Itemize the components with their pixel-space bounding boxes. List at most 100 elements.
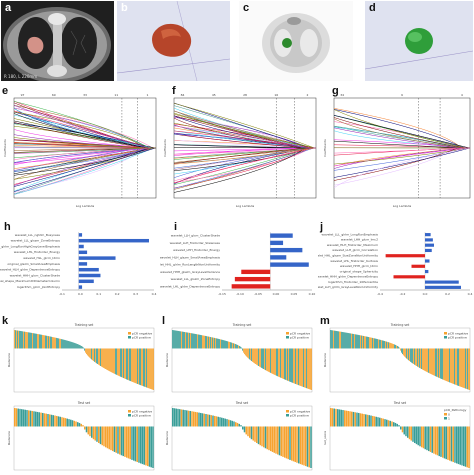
radscore-bar — [22, 331, 23, 349]
radscore-bar — [144, 348, 145, 387]
radscore-bar — [145, 348, 146, 388]
radscore-bar — [249, 426, 251, 438]
radscore-bar — [66, 418, 68, 427]
radscore-bar — [363, 414, 365, 427]
radscore-bar — [68, 419, 70, 427]
radscore-bar — [14, 330, 15, 349]
y-axis-label: Radscore — [7, 431, 11, 445]
radscore-bar — [118, 348, 119, 376]
radscore-bar — [407, 348, 408, 360]
radscore-bar — [87, 348, 88, 356]
coefficient-bar — [270, 233, 293, 238]
feature-label: wavelet_HHH_glszm_GrayLevelVariance — [160, 270, 220, 274]
radscore-bar — [356, 412, 358, 427]
radscore-bar — [342, 331, 343, 349]
radscore-bar — [85, 348, 86, 353]
radscore-bar — [440, 426, 442, 457]
radscore-bar — [205, 414, 207, 427]
radscore-bar — [434, 348, 435, 376]
x-tick-label: 0.2 — [445, 292, 450, 296]
radscore-bar — [189, 410, 191, 427]
radscore-bar — [117, 426, 119, 454]
radscore-bar — [147, 426, 149, 467]
radscore-bar — [260, 348, 261, 368]
radscore-bar — [335, 330, 336, 349]
radscore-bar — [273, 348, 274, 375]
radscore-bar — [366, 414, 369, 427]
radscore-bar — [196, 412, 198, 427]
radscore-bar — [222, 418, 225, 427]
radscore-bar — [236, 422, 239, 427]
x-tick-label: 0.3 — [133, 292, 138, 296]
radscore-bar — [250, 426, 253, 440]
radscore-bar — [437, 348, 438, 378]
radscore-bar — [358, 334, 359, 349]
radscore-bar — [413, 348, 414, 365]
radscore-bar — [443, 348, 444, 380]
radscore-bar — [401, 426, 404, 433]
radscore-bar — [439, 348, 440, 379]
feature-label: wavelet_HLL_glcm_Idmn — [23, 256, 60, 260]
radscore-bar — [119, 348, 120, 377]
x-tick-label: -0.1 — [59, 292, 65, 296]
panel-label-d: d — [369, 2, 376, 14]
radscore-bar — [64, 339, 65, 349]
radscore-bar — [379, 339, 380, 349]
x-axis-label: Log Lambda — [236, 204, 255, 208]
coefficient-bar — [78, 267, 99, 272]
radscore-bar — [405, 348, 406, 358]
radscore-bar — [97, 348, 98, 365]
radscore-bar — [466, 426, 468, 468]
radscore-bar — [276, 348, 277, 376]
radscore-bar — [222, 339, 223, 349]
radscore-bar — [60, 338, 61, 349]
radscore-bar — [79, 344, 80, 349]
radscore-bar — [201, 413, 204, 427]
coefficient-path — [13, 147, 156, 173]
top-axis-count: 1 — [147, 93, 149, 97]
radscore-bar — [120, 426, 123, 456]
radscore-bar — [126, 426, 128, 458]
radscore-bar — [185, 332, 186, 349]
radscore-bar — [357, 334, 358, 349]
legend-swatch — [286, 336, 289, 339]
radscore-bar — [375, 416, 377, 427]
radscore-bar — [236, 344, 237, 349]
radscore-bar — [93, 348, 94, 362]
top-axis-count: 34 — [340, 93, 344, 97]
radscore-bar — [178, 330, 179, 349]
coefficient-path — [333, 125, 470, 149]
radscore-bar — [217, 338, 218, 349]
radscore-bar — [294, 348, 295, 384]
radscore-bar — [98, 348, 99, 365]
radscore-bar — [459, 426, 461, 465]
radscore-bar — [468, 348, 469, 390]
coefficient-path — [333, 115, 470, 149]
radscore-bar — [396, 345, 397, 349]
legend-swatch — [128, 410, 131, 413]
radscore-bar — [63, 339, 64, 349]
feature-label: wavelet_LLL_glszm_ZoneEntropy — [11, 239, 61, 243]
radscore-bar — [350, 333, 351, 349]
radscore-bar — [268, 348, 269, 372]
coefficient-bar-chart-j: wavelet_LLL_glrlm_LongRunEmphasiswavelet… — [318, 232, 472, 296]
top-axis-count: 97 — [21, 93, 25, 97]
radscore-bar — [432, 348, 433, 375]
radscore-bar — [358, 412, 360, 427]
y-axis-label: Coefficients — [3, 139, 7, 157]
radscore-bar — [104, 348, 105, 369]
radscore-bar — [299, 348, 300, 386]
radscore-bar — [257, 348, 258, 366]
radscore-bar — [242, 348, 243, 351]
radscore-bar — [430, 348, 431, 374]
x-tick-label: 0.0 — [78, 292, 83, 296]
radscore-bar — [82, 425, 84, 427]
radscore-bar — [146, 348, 147, 388]
panel-label-a: a — [5, 2, 12, 14]
radscore-bar — [175, 330, 176, 349]
radscore-bar — [208, 336, 209, 349]
coefficient-bar-chart-i: wavelet_LLH_glcm_ClusterShade wavelet_LLH… — [160, 232, 315, 296]
coefficient-path — [173, 147, 316, 152]
